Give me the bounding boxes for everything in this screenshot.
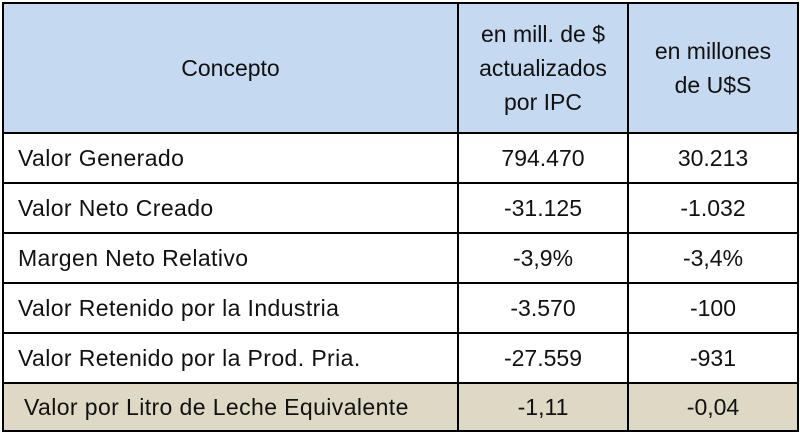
row-value-usd: -3,4% <box>627 232 799 284</box>
header-usd-line: de U$S <box>674 72 752 98</box>
header-ars-ipc: en mill. de $ actualizados por IPC <box>457 2 629 134</box>
row-value-usd: -1.032 <box>627 182 799 234</box>
row-concept: Valor Generado <box>2 132 459 184</box>
total-value-ars: -1,11 <box>457 382 629 432</box>
table-row: Valor Generado 794.470 30.213 <box>2 132 799 184</box>
row-value-usd: -100 <box>627 282 799 334</box>
header-usd: en millones de U$S <box>627 2 799 134</box>
row-value-ars: -3.570 <box>457 282 629 334</box>
header-row: Concepto en mill. de $ actualizados por … <box>2 2 799 134</box>
row-concept: Valor Neto Creado <box>2 182 459 234</box>
header-ars-line: por IPC <box>504 89 582 115</box>
row-value-ars: -31.125 <box>457 182 629 234</box>
row-concept: Margen Neto Relativo <box>2 232 459 284</box>
header-ars-line: en mill. de $ <box>480 21 605 47</box>
row-concept: Valor Retenido por la Industria <box>2 282 459 334</box>
table-row: Margen Neto Relativo -3,9% -3,4% <box>2 232 799 284</box>
total-concept: Valor por Litro de Leche Equivalente <box>2 382 459 432</box>
header-concept: Concepto <box>2 2 459 134</box>
total-row: Valor por Litro de Leche Equivalente -1,… <box>2 382 799 432</box>
row-concept: Valor Retenido por la Prod. Pria. <box>2 332 459 384</box>
table-row: Valor Retenido por la Industria -3.570 -… <box>2 282 799 334</box>
row-value-ars: -3,9% <box>457 232 629 284</box>
row-value-ars: 794.470 <box>457 132 629 184</box>
total-value-usd: -0,04 <box>627 382 799 432</box>
table-row: Valor Retenido por la Prod. Pria. -27.55… <box>2 332 799 384</box>
table-row: Valor Neto Creado -31.125 -1.032 <box>2 182 799 234</box>
header-ars-line: actualizados <box>479 55 607 81</box>
row-value-ars: -27.559 <box>457 332 629 384</box>
header-usd-line: en millones <box>654 38 772 64</box>
row-value-usd: 30.213 <box>627 132 799 184</box>
row-value-usd: -931 <box>627 332 799 384</box>
